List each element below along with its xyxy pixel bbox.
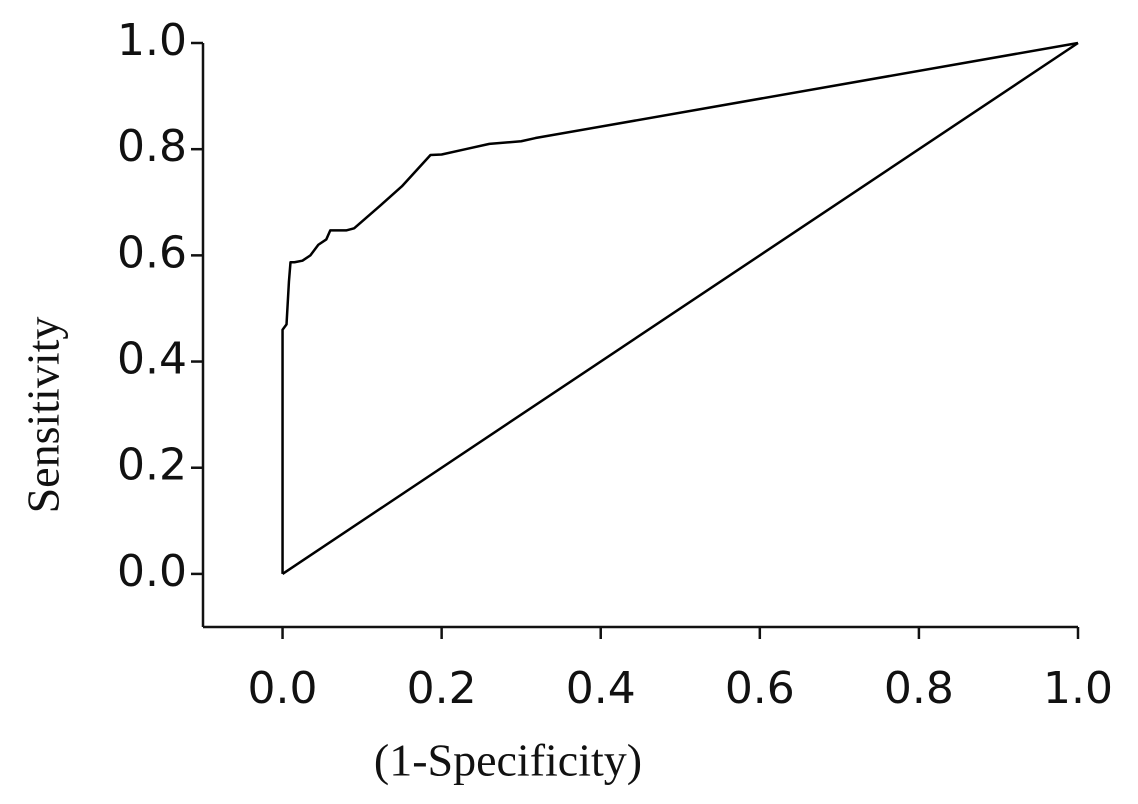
x-axis-label: (1-Specificity): [374, 735, 642, 786]
y-axis-label: Sensitivity: [18, 317, 69, 514]
x-tick-label: 0.4: [566, 663, 636, 714]
y-tick-label: 0.4: [117, 334, 187, 385]
series-line: [281, 41, 1079, 574]
x-tick-label: 0.2: [407, 663, 477, 714]
y-tick-label: 0.8: [117, 121, 187, 172]
x-tick-label: 0.8: [884, 663, 954, 714]
y-tick-label: 0.2: [117, 440, 187, 491]
y-tick-label: 0.0: [117, 546, 187, 597]
x-tick-label: 1.0: [1043, 663, 1113, 714]
y-tick-label: 0.6: [117, 227, 187, 278]
x-tick-label: 0.0: [248, 663, 318, 714]
series-line: [281, 41, 1079, 575]
y-tick-label: 1.0: [117, 15, 187, 66]
x-tick-label: 0.6: [725, 663, 795, 714]
